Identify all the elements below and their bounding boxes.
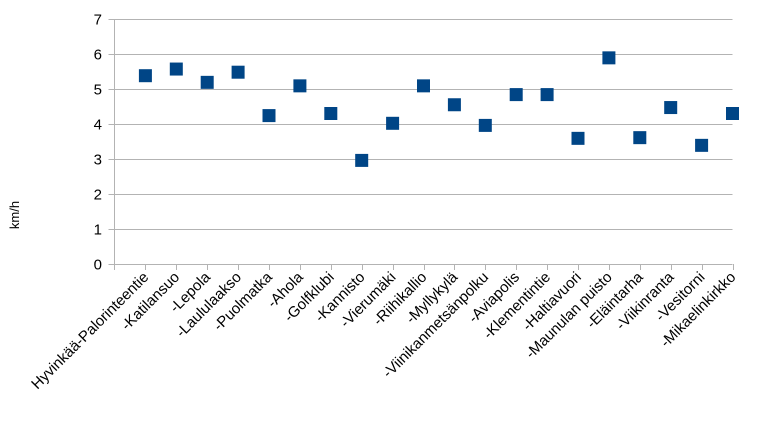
data-point: [262, 109, 276, 123]
y-tick-label: 0: [94, 257, 102, 274]
data-point: [386, 116, 400, 130]
y-axis-label: km/h: [7, 201, 22, 229]
y-tick-label: 4: [94, 117, 102, 134]
data-point: [293, 79, 307, 93]
data-point: [695, 138, 709, 152]
data-points: [138, 51, 739, 167]
data-point: [664, 101, 678, 115]
data-point: [417, 79, 430, 93]
axes: [114, 19, 734, 270]
x-tick-label: Hyvinkää-Palorinteentie: [28, 269, 152, 393]
y-tick-label: 6: [94, 47, 102, 64]
data-point: [540, 88, 554, 102]
y-tick-label: 7: [94, 12, 102, 29]
x-tick-labels: Hyvinkää-Palorinteentie-Katilansuo-Lepol…: [28, 268, 739, 393]
data-point: [355, 153, 369, 167]
y-tick-labels: 0 1 2 3 4 5 6 7: [94, 12, 102, 274]
data-point: [509, 88, 523, 102]
y-tick-label: 5: [94, 82, 102, 99]
data-point: [571, 131, 585, 145]
data-point: [169, 62, 183, 76]
data-point: [478, 118, 492, 132]
data-point: [200, 75, 214, 89]
data-point: [138, 69, 152, 83]
data-point: [324, 107, 338, 120]
data-point: [726, 107, 739, 120]
y-tick-label: 2: [94, 187, 102, 204]
data-point: [633, 131, 647, 145]
data-point: [602, 51, 616, 65]
y-tick-label: 3: [94, 152, 102, 169]
data-point: [231, 65, 245, 79]
data-point: [447, 98, 461, 112]
y-tick-label: 1: [94, 222, 102, 239]
